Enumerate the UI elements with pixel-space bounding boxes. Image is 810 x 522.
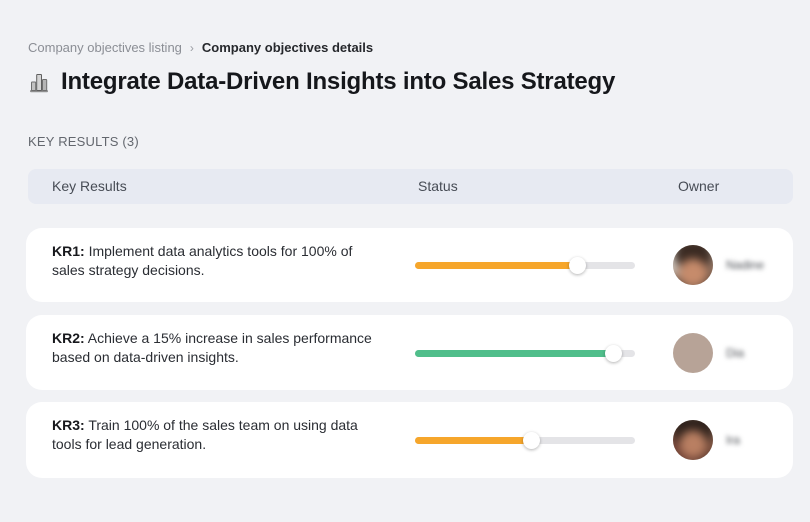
table-header: Key Results Status Owner: [28, 169, 793, 204]
kr3-text: Train 100% of the sales team on using da…: [52, 417, 358, 452]
kr2-text: Achieve a 15% increase in sales performa…: [52, 330, 372, 365]
chevron-right-icon: ›: [189, 40, 194, 55]
table-row-kr2[interactable]: KR2: Achieve a 15% increase in sales per…: [26, 315, 793, 390]
kr1-owner-cell: Nadine: [673, 245, 764, 285]
progress-handle[interactable]: [604, 344, 622, 362]
column-header-owner: Owner: [678, 178, 720, 194]
kr1-label: KR1:: [52, 243, 85, 259]
kr3-progress-slider[interactable]: [415, 432, 635, 449]
column-header-key-results: Key Results: [52, 178, 127, 194]
kr3-description: KR3: Train 100% of the sales team on usi…: [52, 416, 388, 454]
owner-name: Ira: [726, 433, 741, 447]
kr3-owner-cell: Ira: [673, 420, 740, 460]
table-row-kr3[interactable]: KR3: Train 100% of the sales team on usi…: [26, 402, 793, 478]
kr3-label: KR3:: [52, 417, 85, 433]
breadcrumb: Company objectives listing › Company obj…: [28, 40, 373, 55]
kr1-progress-slider[interactable]: [415, 257, 635, 274]
kr2-progress-slider[interactable]: [415, 344, 635, 362]
kr2-label: KR2:: [52, 330, 85, 346]
buildings-icon: [28, 70, 50, 94]
column-header-status: Status: [418, 178, 458, 194]
breadcrumb-objectives-details: Company objectives details: [201, 40, 374, 55]
objective-title-row: Integrate Data-Driven Insights into Sale…: [28, 68, 615, 96]
owner-name: Nadine: [726, 258, 765, 272]
progress-fill: [415, 262, 578, 269]
progress-fill: [415, 349, 613, 357]
progress-fill: [415, 437, 532, 444]
progress-handle[interactable]: [569, 257, 587, 274]
key-results-count-label: KEY RESULTS (3): [28, 134, 139, 149]
breadcrumb-objectives-listing[interactable]: Company objectives listing: [28, 40, 182, 55]
owner-name: Dia: [726, 345, 745, 360]
kr1-text: Implement data analytics tools for 100% …: [52, 243, 353, 278]
progress-handle[interactable]: [523, 432, 541, 449]
kr2-description: KR2: Achieve a 15% increase in sales per…: [52, 329, 388, 367]
page-title: Integrate Data-Driven Insights into Sale…: [61, 68, 616, 95]
kr1-description: KR1: Implement data analytics tools for …: [52, 242, 388, 280]
avatar: [673, 245, 713, 285]
avatar: [673, 420, 713, 460]
avatar: [673, 332, 713, 373]
table-row-kr1[interactable]: KR1: Implement data analytics tools for …: [26, 228, 793, 302]
kr2-owner-cell: Dia: [673, 332, 745, 373]
